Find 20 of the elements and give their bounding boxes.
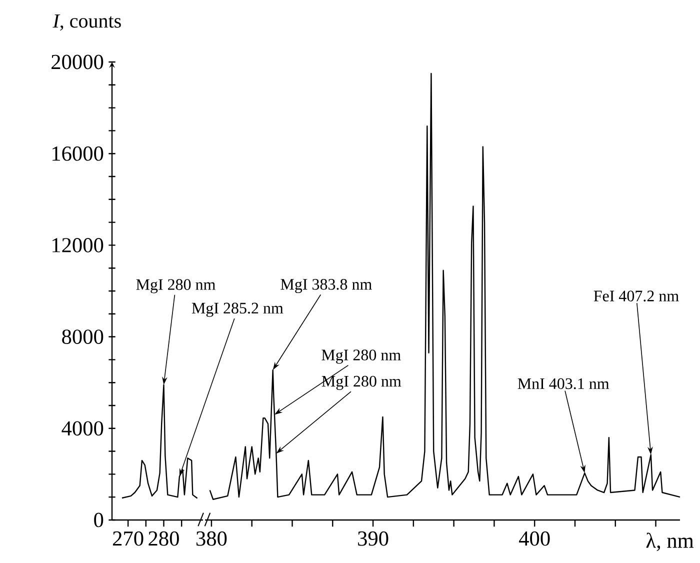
x-tick-label: 400 [519,531,550,546]
y-tick-label: 8000 [62,330,104,344]
annotation: MgI 280 nm [322,376,402,390]
y-tick-label: 0 [94,512,104,528]
x-tick-label: 280 [148,531,179,546]
x-tick-label: 270 [113,531,144,546]
y-axis-title: I, counts [52,14,121,31]
y-tick-label: 20000 [52,54,104,70]
y-tick-label: 16000 [52,146,104,161]
y-tick-label: 4000 [62,421,104,436]
annotation: FeI 407.2 nm [594,290,679,302]
annotation: MgI 280 nm [322,350,401,364]
x-tick-label: 380 [196,531,227,546]
annotation: MgI 280 nm [136,279,216,294]
y-tick-label: 12000 [52,238,104,252]
x-axis-title: λ, nm [646,532,694,551]
annotation: MgI 285.2 nm [192,302,284,317]
x-tick-label: 390 [358,531,388,546]
annotation: MgI 383.8 nm [280,278,372,294]
annotation: MnI 403.1 nm [518,378,610,390]
